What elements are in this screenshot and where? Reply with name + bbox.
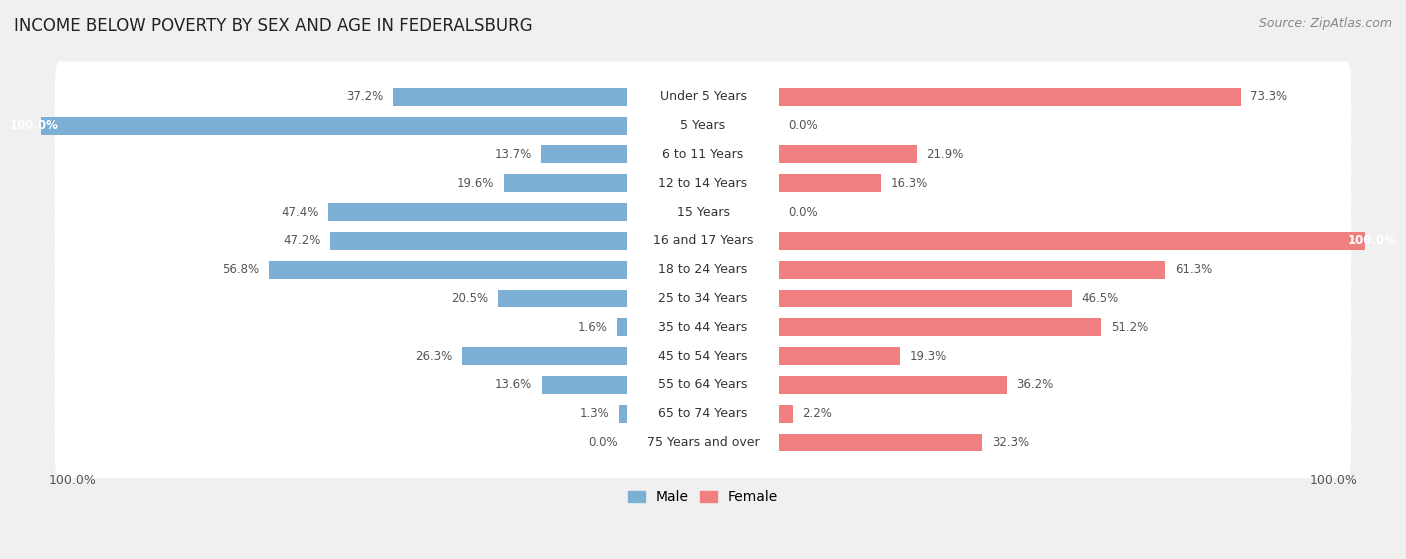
FancyBboxPatch shape (55, 90, 1351, 161)
Text: 5 Years: 5 Years (681, 119, 725, 132)
Text: 16.3%: 16.3% (891, 177, 928, 190)
Text: 100.0%: 100.0% (1348, 234, 1396, 247)
Text: 1.3%: 1.3% (579, 408, 610, 420)
FancyBboxPatch shape (55, 61, 1351, 132)
Legend: Male, Female: Male, Female (623, 485, 783, 510)
Bar (619, 405, 627, 423)
Text: 47.4%: 47.4% (281, 206, 319, 219)
Text: 65 to 74 Years: 65 to 74 Years (658, 408, 748, 420)
Text: Under 5 Years: Under 5 Years (659, 90, 747, 103)
Bar (541, 145, 627, 163)
Text: Source: ZipAtlas.com: Source: ZipAtlas.com (1258, 17, 1392, 30)
Text: 15 Years: 15 Years (676, 206, 730, 219)
FancyBboxPatch shape (55, 234, 1351, 305)
Bar (779, 260, 1166, 278)
Text: INCOME BELOW POVERTY BY SEX AND AGE IN FEDERALSBURG: INCOME BELOW POVERTY BY SEX AND AGE IN F… (14, 17, 533, 35)
Text: 19.3%: 19.3% (910, 349, 948, 363)
Bar (779, 174, 882, 192)
Bar (0, 117, 627, 135)
Text: 0.0%: 0.0% (789, 206, 818, 219)
FancyBboxPatch shape (55, 292, 1351, 363)
FancyBboxPatch shape (55, 206, 1351, 276)
Text: 25 to 34 Years: 25 to 34 Years (658, 292, 748, 305)
Text: 100.0%: 100.0% (10, 119, 58, 132)
Text: 2.2%: 2.2% (801, 408, 832, 420)
Text: 75 Years and over: 75 Years and over (647, 436, 759, 449)
Bar (329, 203, 627, 221)
Text: 37.2%: 37.2% (346, 90, 384, 103)
Text: 26.3%: 26.3% (415, 349, 453, 363)
Bar (779, 145, 917, 163)
FancyBboxPatch shape (55, 119, 1351, 190)
Bar (779, 232, 1406, 250)
Bar (779, 376, 1007, 394)
Text: 12 to 14 Years: 12 to 14 Years (658, 177, 748, 190)
Text: 20.5%: 20.5% (451, 292, 489, 305)
Text: 46.5%: 46.5% (1081, 292, 1119, 305)
Bar (541, 376, 627, 394)
Text: 55 to 64 Years: 55 to 64 Years (658, 378, 748, 391)
Text: 56.8%: 56.8% (222, 263, 260, 276)
Text: 35 to 44 Years: 35 to 44 Years (658, 321, 748, 334)
Bar (779, 290, 1071, 307)
Text: 45 to 54 Years: 45 to 54 Years (658, 349, 748, 363)
Bar (779, 319, 1101, 336)
Text: 0.0%: 0.0% (588, 436, 617, 449)
Bar (269, 260, 627, 278)
Bar (779, 88, 1241, 106)
Text: 21.9%: 21.9% (927, 148, 963, 161)
Bar (779, 405, 793, 423)
Bar (330, 232, 627, 250)
FancyBboxPatch shape (55, 177, 1351, 247)
Text: 19.6%: 19.6% (457, 177, 495, 190)
Text: 61.3%: 61.3% (1174, 263, 1212, 276)
Text: 13.6%: 13.6% (495, 378, 531, 391)
Text: 1.6%: 1.6% (578, 321, 607, 334)
FancyBboxPatch shape (55, 263, 1351, 334)
Bar (498, 290, 627, 307)
FancyBboxPatch shape (55, 321, 1351, 391)
Text: 6 to 11 Years: 6 to 11 Years (662, 148, 744, 161)
Bar (779, 434, 983, 452)
Text: 51.2%: 51.2% (1111, 321, 1149, 334)
Text: 32.3%: 32.3% (991, 436, 1029, 449)
FancyBboxPatch shape (55, 378, 1351, 449)
Bar (392, 88, 627, 106)
Text: 13.7%: 13.7% (495, 148, 531, 161)
Bar (461, 347, 627, 365)
Text: 36.2%: 36.2% (1017, 378, 1053, 391)
Text: 73.3%: 73.3% (1250, 90, 1288, 103)
Text: 0.0%: 0.0% (789, 119, 818, 132)
Bar (617, 319, 627, 336)
FancyBboxPatch shape (55, 349, 1351, 420)
FancyBboxPatch shape (55, 408, 1351, 478)
Text: 18 to 24 Years: 18 to 24 Years (658, 263, 748, 276)
Text: 16 and 17 Years: 16 and 17 Years (652, 234, 754, 247)
Bar (503, 174, 627, 192)
FancyBboxPatch shape (55, 148, 1351, 219)
Bar (779, 347, 900, 365)
Text: 47.2%: 47.2% (283, 234, 321, 247)
